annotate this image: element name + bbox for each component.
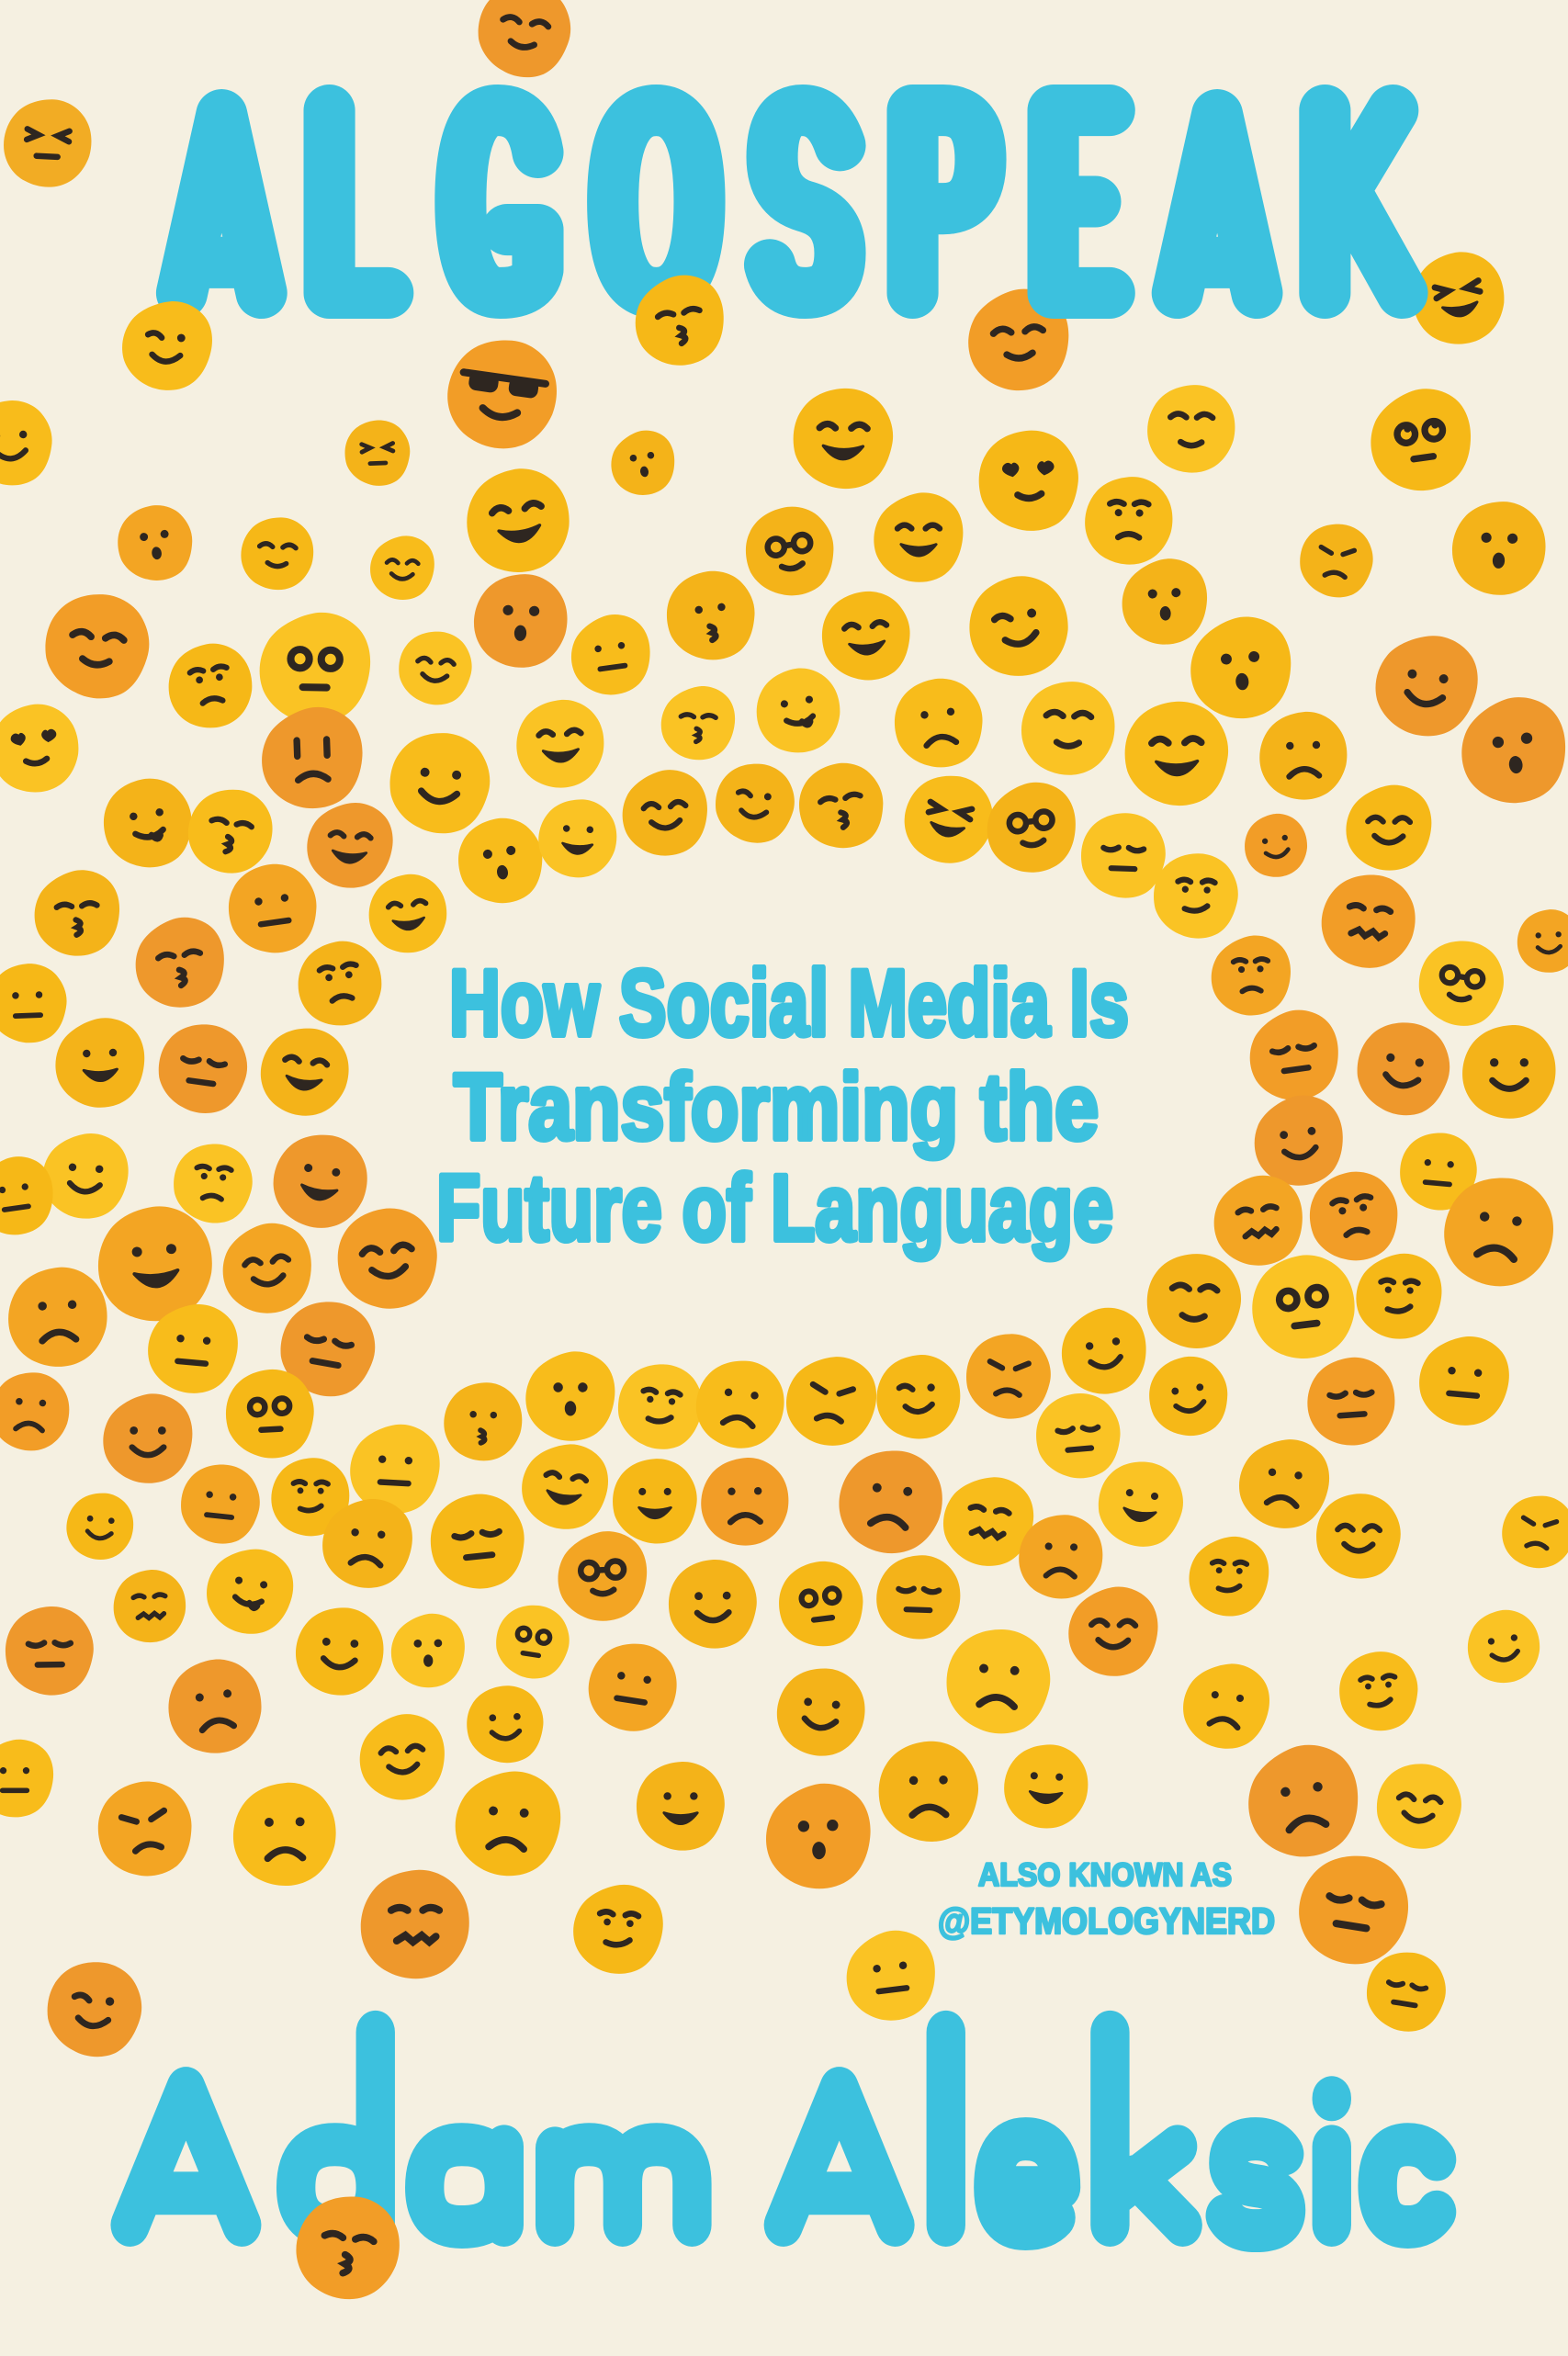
- svg-text:How Social Media Is: How Social Media Is: [449, 951, 1129, 1055]
- svg-text:ALSO KNOWN AS: ALSO KNOWN AS: [978, 1857, 1232, 1893]
- svg-text:Transforming the: Transforming the: [454, 1054, 1099, 1159]
- svg-text:@ETYMOLOGYNERD: @ETYMOLOGYNERD: [938, 1901, 1275, 1942]
- svg-text:Future of Language: Future of Language: [436, 1155, 1113, 1260]
